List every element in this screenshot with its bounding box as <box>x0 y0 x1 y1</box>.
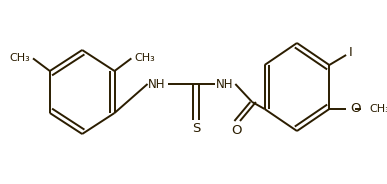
Text: S: S <box>192 121 200 135</box>
Text: O: O <box>350 102 360 116</box>
Text: O: O <box>231 123 241 137</box>
Text: CH₃: CH₃ <box>10 53 30 63</box>
Text: NH: NH <box>216 77 233 91</box>
Text: CH₃: CH₃ <box>369 104 387 114</box>
Text: NH: NH <box>148 77 166 91</box>
Text: CH₃: CH₃ <box>134 53 155 63</box>
Text: I: I <box>349 47 353 59</box>
